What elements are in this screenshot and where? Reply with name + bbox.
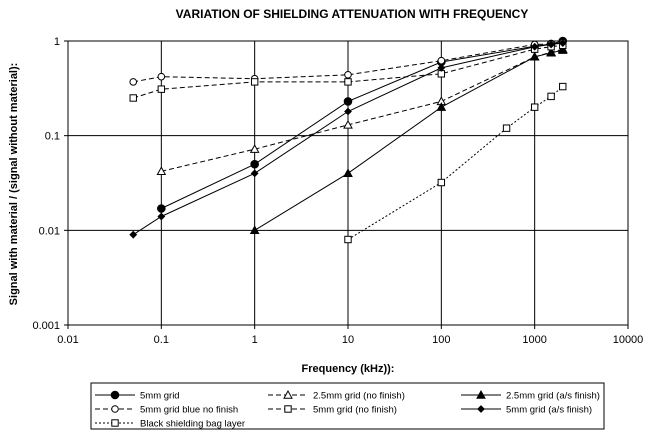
data-point <box>249 144 260 153</box>
data-point <box>437 63 446 72</box>
data-point <box>546 47 556 57</box>
legend-entry: 2.5mm grid (a/s finish) <box>461 389 600 402</box>
x-tick-label: 0.01 <box>57 334 78 346</box>
series <box>249 45 568 235</box>
y-tick-label: 0.001 <box>32 320 60 332</box>
legend-entry: Black shielding bag layer <box>95 419 245 430</box>
x-axis-label: Frequency (kHz)): <box>302 363 395 375</box>
x-tick-label: 1 <box>252 334 258 346</box>
legend-marker <box>111 419 119 427</box>
data-point <box>129 230 138 239</box>
data-point <box>157 72 166 81</box>
x-tick-label: 10000 <box>613 334 644 346</box>
x-tick-label: 0.1 <box>154 334 169 346</box>
data-point <box>157 204 166 213</box>
legend-entry: 5mm grid (a/s finish) <box>461 405 592 416</box>
data-point <box>343 119 353 129</box>
data-point <box>344 107 352 116</box>
data-point <box>530 103 539 111</box>
chart-title: VARIATION OF SHIELDING ATTENUATION WITH … <box>176 7 529 21</box>
y-tick-label: 1 <box>54 36 60 48</box>
legend-marker <box>476 389 486 399</box>
data-point <box>129 94 137 102</box>
data-point <box>249 225 260 235</box>
legend-marker <box>477 405 485 413</box>
data-point <box>557 45 568 54</box>
legend-label: 2.5mm grid (no finish) <box>313 391 405 402</box>
data-point <box>436 102 447 111</box>
y-tick-label: 0.01 <box>39 225 60 237</box>
legend-entry: 5mm grid <box>95 391 180 402</box>
data-point <box>343 97 353 106</box>
data-point <box>250 169 259 178</box>
legend-label: 2.5mm grid (a/s finish) <box>506 391 600 402</box>
data-point <box>250 159 259 169</box>
x-tick-label: 1000 <box>522 334 546 346</box>
axis-ticks: 0.01 0.1 1 10 100 1000 10000 0.001 0.01 0.1 1 <box>32 36 643 346</box>
x-tick-label: 100 <box>432 334 450 346</box>
data-point <box>344 235 352 244</box>
data-point <box>157 85 166 93</box>
series <box>344 82 567 244</box>
legend-marker <box>283 389 293 399</box>
data-point <box>157 212 166 221</box>
grid-lines <box>68 41 628 325</box>
legend-marker <box>111 405 119 413</box>
data-point <box>129 78 138 86</box>
legend-entry: 2.5mm grid (no finish) <box>268 389 405 402</box>
data-point <box>559 82 567 91</box>
legend-label: 5mm grid blue no finish <box>140 405 238 416</box>
data-point <box>250 78 259 86</box>
series <box>156 44 568 176</box>
data-point <box>437 56 446 65</box>
legend-entry: 5mm grid (no finish) <box>268 405 397 416</box>
data-point <box>502 124 511 132</box>
series-line <box>161 40 563 209</box>
data-point <box>529 51 540 61</box>
legend: 5mm grid 2.5mm grid (no finish) 2.5mm grid… <box>95 389 600 430</box>
data-point <box>156 166 167 176</box>
legend-marker <box>110 390 120 400</box>
x-tick-label: 10 <box>342 334 354 346</box>
y-axis-label: Signal with material / (signal without m… <box>8 63 20 306</box>
legend-label: 5mm grid (a/s finish) <box>506 405 592 416</box>
y-tick-label: 0.1 <box>45 131 60 143</box>
legend-label: 5mm grid (no finish) <box>313 405 397 416</box>
data-point <box>547 40 556 49</box>
legend-marker <box>284 405 292 413</box>
legend-box <box>90 382 605 430</box>
data-point <box>547 92 555 101</box>
data-point <box>558 39 567 48</box>
legend-label: Black shielding bag layer <box>140 419 245 430</box>
data-point <box>344 78 352 86</box>
legend-entry: 5mm grid blue no finish <box>95 405 238 416</box>
data-point <box>437 178 446 187</box>
series-line <box>347 86 564 240</box>
data-point <box>344 70 352 79</box>
series-line <box>161 48 563 172</box>
series-group <box>129 36 568 244</box>
legend-label: 5mm grid <box>140 391 180 402</box>
series <box>129 39 567 239</box>
data-point <box>530 42 539 51</box>
data-point <box>343 168 353 178</box>
